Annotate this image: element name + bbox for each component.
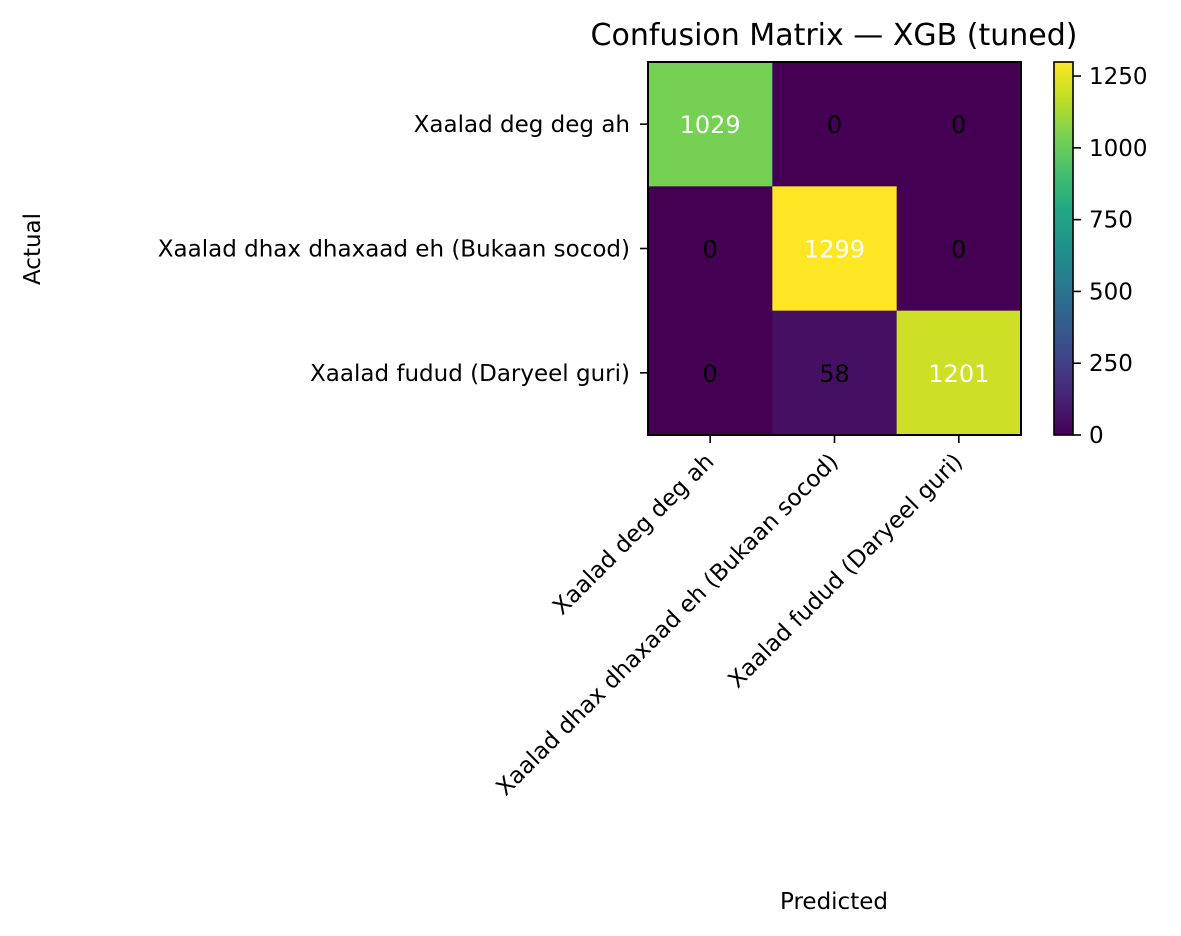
colorbar-tick-label: 1250	[1089, 64, 1148, 90]
heatmap-cell	[772, 186, 898, 312]
cell-value-label: 0	[703, 235, 718, 263]
colorbar-tick-label: 1000	[1089, 136, 1148, 162]
heatmap-cell	[772, 62, 898, 187]
y-axis: Xaalad deg deg ah Xaalad dhax dhaxaad eh …	[158, 112, 648, 387]
cell-labels: 1029 0 0 0 1299 0 0 58 1201	[680, 111, 990, 388]
y-tick-label: Xaalad deg deg ah	[414, 112, 630, 138]
cell-value-label: 58	[819, 360, 850, 388]
heatmap-cell	[896, 186, 1022, 312]
cell-value-label: 1299	[804, 235, 865, 263]
chart-title: Confusion Matrix — XGB (tuned)	[591, 18, 1078, 53]
x-tick-label: Xaalad fudud (Daryeel guri)	[723, 449, 968, 694]
heatmap-cell	[896, 310, 1022, 436]
y-tick-label: Xaalad dhax dhaxaad eh (Bukaan socod)	[158, 236, 630, 262]
cell-value-label: 0	[827, 111, 842, 139]
y-axis-label: Actual	[20, 213, 46, 285]
heatmap-cell	[772, 310, 898, 436]
cell-value-label: 0	[703, 360, 718, 388]
cell-value-label: 0	[951, 235, 966, 263]
y-tick-label: Xaalad fudud (Daryeel guri)	[310, 361, 630, 387]
colorbar-tick-label: 500	[1089, 279, 1133, 305]
colorbar-tick-label: 750	[1089, 208, 1133, 234]
colorbar-tick-label: 0	[1089, 423, 1104, 449]
cell-value-label: 1201	[928, 360, 989, 388]
cell-value-label: 0	[951, 111, 966, 139]
colorbar-gradient	[1053, 61, 1074, 436]
heatmap-cell	[648, 62, 773, 187]
cell-value-label: 1029	[680, 111, 741, 139]
heatmap-cell	[896, 62, 1022, 187]
colorbar: 0 250 500 750 1000 1250	[1053, 61, 1148, 449]
heatmap-cell	[648, 310, 773, 436]
heatmap-cells	[648, 62, 1022, 436]
heatmap-cell	[648, 186, 773, 312]
colorbar-tick-label: 250	[1089, 351, 1133, 377]
x-axis-label: Predicted	[780, 889, 888, 915]
